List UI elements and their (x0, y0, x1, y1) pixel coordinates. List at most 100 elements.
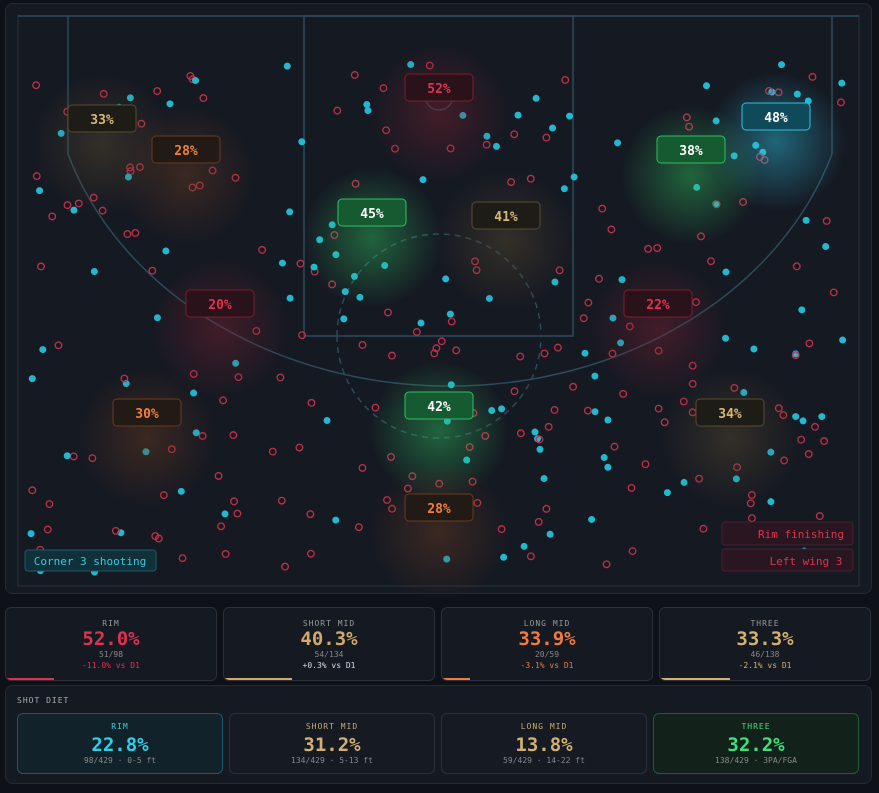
shot-dot (307, 398, 316, 407)
shot-dot (276, 373, 285, 382)
shot-dot (510, 130, 519, 139)
diet-card: RIM 22.8% 98/429 · 0-5 ft (17, 713, 223, 774)
stat-bar (660, 678, 730, 680)
shot-dot (27, 530, 35, 538)
shot-dot (298, 138, 306, 146)
shot-dot (838, 79, 846, 87)
shot-dot (750, 345, 758, 353)
shot-dot (166, 100, 174, 108)
zone-glow (77, 368, 217, 508)
stat-delta: -3.1% vs D1 (520, 661, 574, 670)
shot-dot (553, 343, 562, 352)
shot-dot (298, 331, 306, 340)
shot-dot (233, 509, 242, 518)
shot-dot (516, 429, 525, 438)
zone-label: 42% (427, 400, 451, 415)
shot-dot (384, 308, 392, 317)
shot-dot (546, 530, 554, 538)
stat-label: SHORT MID (302, 619, 356, 628)
shot-dot (808, 72, 817, 81)
zone-box (471, 201, 541, 230)
shot-dot (333, 106, 342, 115)
shot-dot (520, 542, 528, 550)
diet-card: THREE 32.2% 138/429 · 3PA/FGA (653, 713, 859, 774)
shot-dot (178, 554, 187, 563)
stat-count: 51/98 (98, 650, 124, 659)
shot-dot (39, 346, 47, 354)
badge: Corner 3 shooting (34, 555, 147, 568)
shot-dot (591, 408, 599, 416)
shot-dot (792, 262, 801, 271)
zone-box (151, 135, 221, 164)
stat-label: THREE (750, 619, 780, 628)
shot-dot (514, 111, 522, 119)
shot-dot (570, 173, 578, 181)
shot-dot (549, 124, 557, 132)
zone-box (741, 102, 811, 131)
shot-dot (837, 98, 845, 107)
zone-label: 22% (646, 298, 670, 313)
stat-card: THREE 33.3% 46/138 -2.1% vs D1 (659, 607, 871, 681)
shot-dot (604, 463, 612, 471)
shot-dot (363, 101, 371, 109)
shot-dot (510, 387, 519, 396)
zone-box (67, 104, 137, 133)
shot-dot (230, 497, 238, 506)
zone-box (404, 493, 474, 522)
diet-value: 31.2% (303, 734, 361, 756)
shot-dot (268, 447, 277, 456)
stat-label: RIM (102, 619, 120, 628)
zone-box (695, 398, 765, 427)
shot-dot (295, 443, 304, 452)
zone-label: 48% (764, 111, 788, 126)
shot-dot (258, 245, 267, 254)
shot-dot (90, 267, 98, 275)
diet-label: RIM (111, 722, 129, 731)
diet-label: LONG MID (520, 722, 568, 731)
shot-dot (28, 375, 36, 383)
zone-glow (369, 463, 509, 593)
shot-dot (221, 510, 229, 518)
shot-dot (663, 489, 671, 497)
shot-dot (829, 288, 838, 297)
stat-delta: -2.1% vs D1 (738, 661, 792, 670)
zone-glow (588, 259, 728, 399)
shot-dot (531, 428, 539, 436)
zone-label: 30% (135, 407, 159, 422)
diet-value: 22.8% (91, 734, 149, 756)
zone-glow (302, 168, 442, 308)
shot-dot (804, 450, 813, 459)
shot-dot (581, 349, 589, 357)
shot-dot (644, 244, 653, 253)
shot-dot (598, 204, 607, 213)
shot-dot (583, 406, 592, 415)
shot-dot (417, 319, 425, 327)
stat-count: 54/134 (314, 650, 344, 659)
stat-count: 20/59 (534, 650, 560, 659)
shot-dot (588, 515, 596, 523)
shot-dot (447, 317, 456, 326)
shot-dot (532, 94, 540, 102)
legend-box (721, 548, 854, 572)
zone-label: 41% (494, 210, 518, 225)
zone-glow (660, 368, 800, 508)
shot-dot (278, 259, 286, 267)
shot-dot (69, 452, 78, 461)
zone-label: 34% (718, 407, 742, 422)
zone-box (112, 398, 182, 427)
shot-dot (358, 341, 367, 349)
shot-dot (544, 422, 553, 431)
stat-card: SHORT MID 40.3% 54/134 +0.3% vs D1 (223, 607, 435, 681)
shot-dot (437, 337, 446, 346)
shot-dot (186, 71, 195, 80)
shot-dot (192, 77, 200, 85)
shot-dot (54, 341, 63, 350)
shot-dot (815, 512, 824, 521)
shot-dot (540, 349, 549, 358)
shot-dot (199, 94, 208, 103)
shot-dot (358, 463, 367, 472)
shot-dot (802, 216, 810, 224)
zone-label: 28% (427, 502, 451, 517)
shot-dot (452, 346, 461, 355)
